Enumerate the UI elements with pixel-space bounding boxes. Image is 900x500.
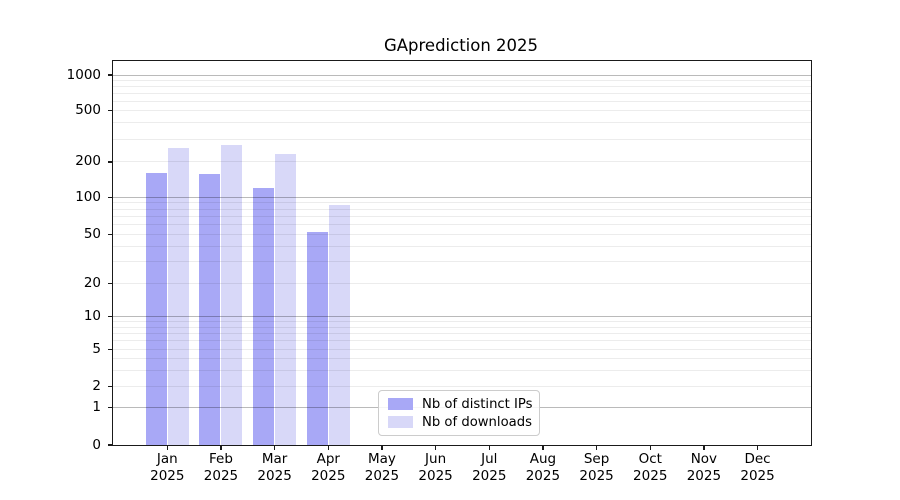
gridline-minor-8 <box>113 326 811 328</box>
y-tick-mark-20 <box>108 282 113 284</box>
x-tick-mark-jun <box>434 445 437 450</box>
gridline-minor-30 <box>113 261 811 263</box>
y-tick-label-200: 200 <box>75 153 101 170</box>
x-tick-label-dec: Dec 2025 <box>740 451 775 484</box>
gridline-minor-2 <box>113 386 811 388</box>
gridline-minor-80 <box>113 208 811 210</box>
y-tick-label-0: 0 <box>92 436 101 453</box>
y-tick-mark-100 <box>108 196 113 198</box>
x-tick-label-jun: Jun 2025 <box>418 451 453 484</box>
gridline-minor-70 <box>113 216 811 218</box>
x-tick-label-feb: Feb 2025 <box>203 451 239 484</box>
gridline-minor-900 <box>113 79 811 81</box>
y-tick-label-500: 500 <box>75 101 101 118</box>
y-tick-mark-50 <box>108 233 113 236</box>
y-tick-label-20: 20 <box>83 274 101 291</box>
gridline-major-10 <box>113 316 811 318</box>
bar-downloads-feb <box>221 145 243 445</box>
bar-distinct-ips-mar <box>253 188 275 445</box>
legend-label-distinct-ips: Nb of distinct IPs <box>422 396 533 412</box>
x-tick-label-may: May 2025 <box>364 451 400 484</box>
x-tick-mark-apr <box>327 445 329 450</box>
ticks-layer: 0 1 2 5 10 20 50 100 200 500 1000 Jan 2025 Feb 2025 M… <box>67 61 811 484</box>
x-tick-label-aug: Aug 2025 <box>525 451 561 484</box>
bar-downloads-jan <box>167 148 189 445</box>
gridline-minor-7 <box>113 332 811 334</box>
gridline-minor-300 <box>113 138 811 140</box>
gridline-minor-700 <box>113 92 811 94</box>
gridline-minor-40 <box>113 246 811 248</box>
y-tick-label-1000: 1000 <box>66 66 101 83</box>
gridline-minor-3 <box>113 369 811 371</box>
bar-downloads-apr <box>328 204 350 445</box>
gridline-minor-50 <box>113 234 811 236</box>
gridline-minor-200 <box>113 161 811 163</box>
gridline-minor-600 <box>113 100 811 102</box>
legend-swatch-downloads <box>388 415 413 429</box>
gridline-minor-5 <box>113 348 811 350</box>
gridline-minor-4 <box>113 357 811 359</box>
chart-title: GAprediction 2025 <box>383 36 539 55</box>
x-tick-mark-dec <box>756 445 759 450</box>
bar-distinct-ips-jan <box>145 173 167 445</box>
x-tick-label-jul: Jul 2025 <box>472 451 507 484</box>
gridline-minor-90 <box>113 202 811 204</box>
gridline-minor-400 <box>113 122 811 124</box>
y-tick-mark-0 <box>108 444 113 446</box>
gridline-minor-500 <box>113 109 811 111</box>
y-tick-mark-5 <box>108 348 113 350</box>
x-tick-label-apr: Apr 2025 <box>311 451 346 484</box>
gridline-minor-6 <box>113 340 811 342</box>
y-tick-mark-10 <box>108 316 113 318</box>
legend-swatch-distinct-ips <box>388 397 413 411</box>
x-tick-mark-aug <box>542 445 544 450</box>
x-tick-mark-may <box>381 445 383 450</box>
x-tick-mark-feb <box>220 445 222 450</box>
y-tick-label-10: 10 <box>83 308 101 325</box>
x-tick-mark-jan <box>166 445 168 450</box>
x-tick-mark-oct <box>649 445 651 450</box>
gridline-major-1000 <box>113 74 811 76</box>
y-tick-label-50: 50 <box>83 226 101 243</box>
gridline-major-100 <box>113 196 811 198</box>
x-tick-label-jan: Jan 2025 <box>150 451 185 484</box>
bars-layer <box>113 61 811 445</box>
bar-distinct-ips-feb <box>199 174 221 445</box>
gridline-minor-9 <box>113 321 811 323</box>
legend-label-downloads: Nb of downloads <box>422 414 532 430</box>
bar-distinct-ips-apr <box>306 231 328 445</box>
legend-item-downloads: Nb of downloads <box>388 413 532 431</box>
gridline-minor-20 <box>113 282 811 284</box>
y-tick-label-2: 2 <box>92 378 101 395</box>
x-tick-label-nov: Nov 2025 <box>686 451 722 484</box>
x-tick-mark-jul <box>488 445 490 450</box>
plot-area: 0 1 2 5 10 20 50 100 200 500 1000 Jan 2025 Feb 2025 M… <box>67 60 812 484</box>
y-tick-mark-500 <box>108 109 113 111</box>
y-tick-label-100: 100 <box>75 188 101 205</box>
y-tick-mark-1 <box>108 407 113 409</box>
y-tick-mark-2 <box>108 386 113 388</box>
y-tick-mark-1000 <box>108 74 113 76</box>
gridline-minor-60 <box>113 224 811 226</box>
x-tick-mark-sep <box>595 445 598 450</box>
y-tick-mark-200 <box>108 161 113 163</box>
y-tick-label-1: 1 <box>92 399 101 416</box>
x-tick-label-mar: Mar 2025 <box>257 451 292 484</box>
legend: Nb of distinct IPs Nb of downloads <box>378 390 540 436</box>
x-tick-mark-mar <box>273 445 276 450</box>
bar-downloads-mar <box>275 154 297 445</box>
x-tick-label-sep: Sep 2025 <box>579 451 614 484</box>
x-tick-label-oct: Oct 2025 <box>633 451 668 484</box>
y-tick-label-5: 5 <box>92 340 101 357</box>
legend-item-distinct-ips: Nb of distinct IPs <box>388 395 533 413</box>
x-tick-mark-nov <box>703 445 705 450</box>
gridline-minor-800 <box>113 85 811 87</box>
